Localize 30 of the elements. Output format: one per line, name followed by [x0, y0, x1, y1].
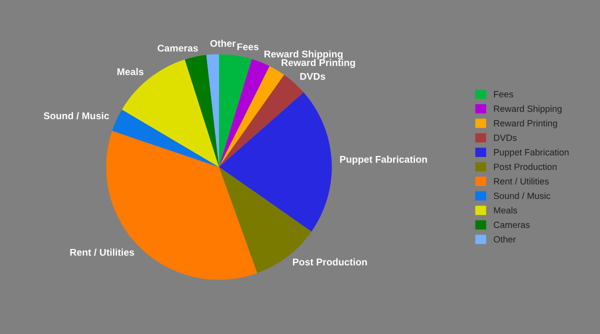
pie-slice: [219, 66, 284, 167]
legend-label: Rent / Utilities: [494, 178, 549, 184]
slice-label: Rent / Utilities: [70, 248, 134, 256]
legend-label: Cameras: [494, 222, 530, 228]
slice-label: Meals: [117, 68, 144, 76]
legend-label: Reward Printing: [494, 120, 557, 128]
slice-label: Other: [210, 40, 236, 47]
slice-label: Cameras: [158, 44, 198, 52]
pie-slice: [219, 92, 332, 232]
legend-label: Post Production: [494, 163, 556, 170]
legend-label: Other: [494, 236, 516, 243]
slice-label: Puppet Fabrication: [340, 156, 427, 165]
slice-label: Reward Printing: [282, 58, 355, 68]
slice-label: Fees: [237, 43, 259, 50]
pie-slice: [112, 110, 219, 167]
slice-label: Reward Shipping: [264, 50, 343, 60]
legend-label: Sound / Music: [494, 192, 550, 200]
pie-slice: [206, 54, 219, 167]
slice-label: DVDs: [300, 73, 326, 80]
legend-label: Puppet Fabrication: [494, 148, 569, 158]
pie-slice: [219, 59, 270, 167]
legend-label: Reward Shipping: [494, 105, 562, 114]
slice-label: Post Production: [293, 258, 367, 266]
pie-slice: [219, 54, 252, 167]
legend-label: DVDs: [494, 134, 517, 141]
legend-label: Fees: [494, 91, 514, 98]
pie-slice: [184, 54, 219, 167]
slice-label: Sound / Music: [44, 112, 110, 120]
pie-slice: [219, 167, 312, 274]
legend-label: Meals: [494, 206, 518, 214]
